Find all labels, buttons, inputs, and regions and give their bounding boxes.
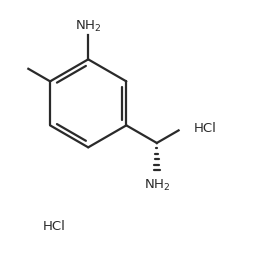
Text: NH$_2$: NH$_2$ — [143, 178, 170, 193]
Text: HCl: HCl — [194, 122, 217, 135]
Text: NH$_2$: NH$_2$ — [75, 19, 101, 34]
Text: HCl: HCl — [43, 220, 66, 233]
